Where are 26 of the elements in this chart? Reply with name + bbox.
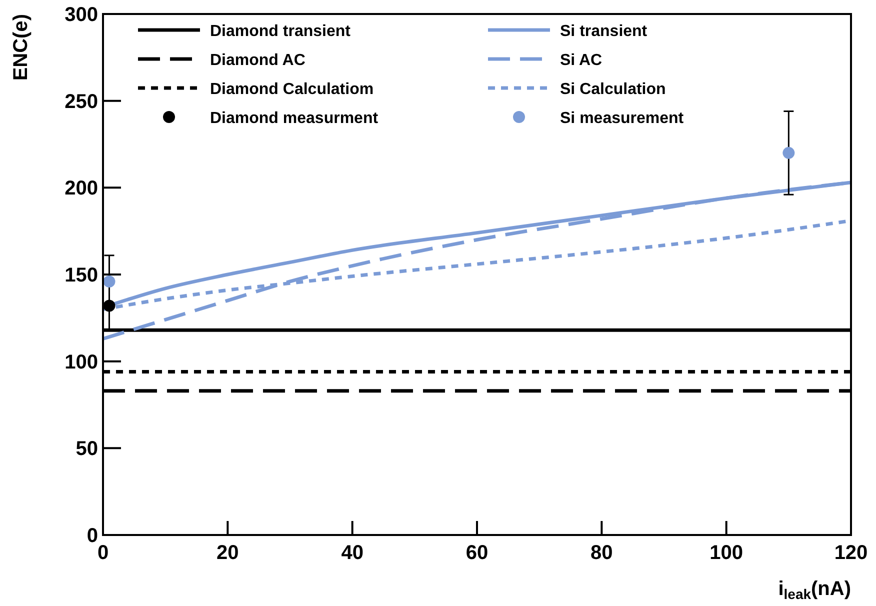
legend-label: Diamond measurment [210,110,379,127]
legend-label: Diamond Calculatiom [210,81,374,98]
y-tick-label: 200 [64,178,98,200]
legend-label: Si Calculation [560,81,666,98]
y-tick-label: 300 [64,4,98,26]
x-tick-label: 80 [590,542,613,564]
y-tick-label: 150 [64,264,98,286]
y-tick-label: 50 [76,438,98,460]
x-tick-label: 100 [710,542,744,564]
point [103,300,116,312]
x-axis-title: i$_{leak}$(nA) [778,578,851,602]
y-tick-label: 100 [64,351,98,374]
y-axis-title: ENC(e) [10,14,32,81]
point [103,275,116,288]
x-tick-label: 120 [834,542,868,564]
legend-label: Diamond AC [210,52,306,69]
y-tick-label: 250 [64,90,98,113]
x-tick-label: 60 [466,542,488,564]
legend-label: Si transient [560,23,648,40]
legend-label: Si AC [560,52,603,69]
point [782,146,795,159]
legend-label: Si measurement [560,110,684,127]
x-tick-label: 20 [216,542,239,564]
y-tick-label: 0 [86,525,98,547]
legend-label: Diamond transient [210,23,352,40]
x-tick-label: 40 [341,542,364,564]
